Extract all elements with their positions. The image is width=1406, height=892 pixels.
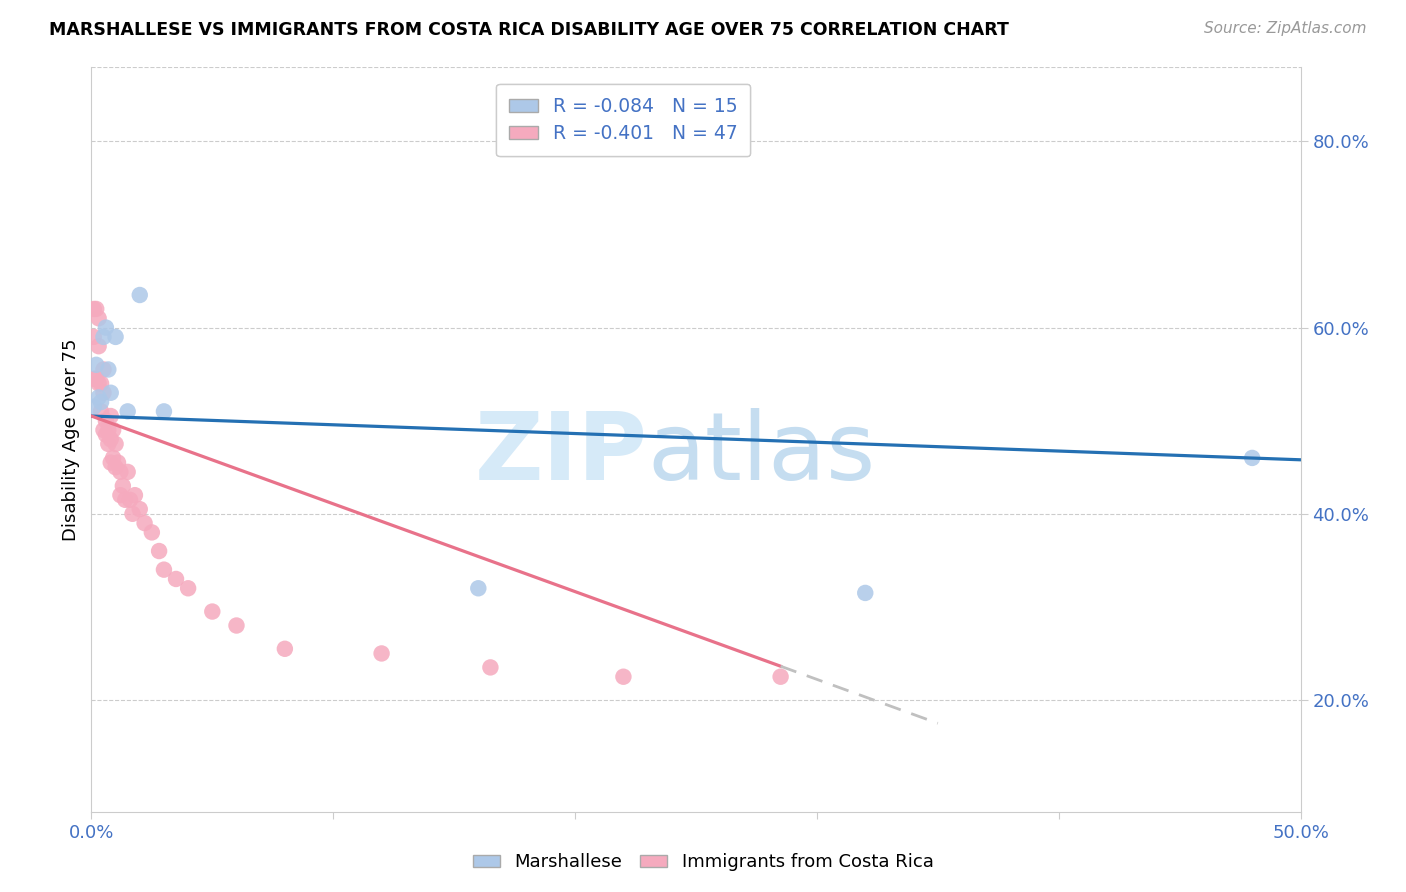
Point [117,465,139,479]
Point [467,582,489,596]
Point [93,330,115,344]
Point [97,362,120,376]
Point [101,423,124,437]
Point [87,376,110,391]
Point [90,395,112,409]
Point [128,502,150,516]
Point [111,479,134,493]
Point [148,544,170,558]
Point [83,400,105,414]
Point [100,409,122,423]
Text: ZIP: ZIP [475,409,648,500]
Point [110,465,132,479]
Point [153,563,176,577]
Point [93,385,115,400]
Point [134,516,156,530]
Point [104,460,127,475]
Point [177,582,200,596]
Point [165,572,187,586]
Point [370,647,392,661]
Point [84,372,107,386]
Point [104,437,127,451]
Point [124,488,146,502]
Point [84,358,107,372]
Point [141,525,163,540]
Legend: R = -0.084   N = 15, R = -0.401   N = 47: R = -0.084 N = 15, R = -0.401 N = 47 [496,84,751,156]
Point [479,660,502,674]
Point [104,330,127,344]
Point [769,670,792,684]
Text: Source: ZipAtlas.com: Source: ZipAtlas.com [1204,21,1367,36]
Point [94,414,117,428]
Point [87,311,110,326]
Point [84,301,107,316]
Point [201,605,224,619]
Point [90,404,112,418]
Y-axis label: Disability Age Over 75: Disability Age Over 75 [62,338,80,541]
Point [93,362,115,376]
Point [100,456,122,470]
Point [94,320,117,334]
Point [87,391,110,405]
Point [612,670,634,684]
Point [274,641,297,656]
Point [120,492,142,507]
Point [100,385,122,400]
Point [110,488,132,502]
Point [153,404,176,418]
Point [114,492,136,507]
Point [1241,450,1264,465]
Point [97,423,120,437]
Point [100,433,122,447]
Point [83,372,105,386]
Point [83,301,105,316]
Text: MARSHALLESE VS IMMIGRANTS FROM COSTA RICA DISABILITY AGE OVER 75 CORRELATION CHA: MARSHALLESE VS IMMIGRANTS FROM COSTA RIC… [49,21,1010,38]
Point [121,507,143,521]
Point [101,450,124,465]
Point [94,427,117,442]
Point [93,423,115,437]
Point [87,339,110,353]
Point [97,437,120,451]
Text: atlas: atlas [648,409,876,500]
Point [90,376,112,391]
Point [225,618,247,632]
Point [128,288,150,302]
Point [853,586,876,600]
Point [117,404,139,418]
Point [83,330,105,344]
Point [107,456,129,470]
Legend: Marshallese, Immigrants from Costa Rica: Marshallese, Immigrants from Costa Rica [465,847,941,879]
